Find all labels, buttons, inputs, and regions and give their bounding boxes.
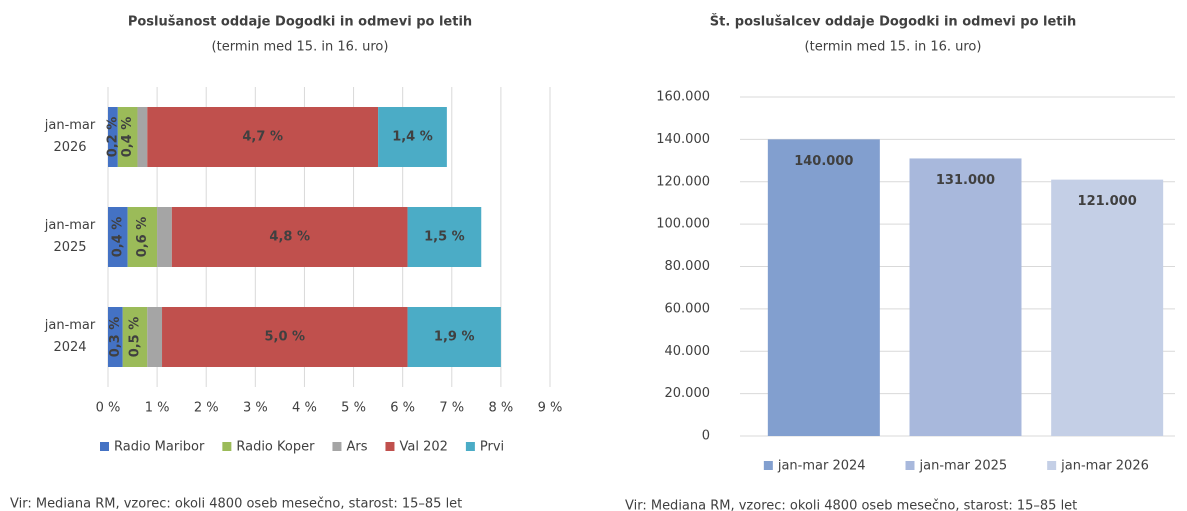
y-tick-label: jan-mar 2024 <box>44 318 96 355</box>
value-label: 1,9 % <box>434 330 475 345</box>
legend-label: jan-mar 2026 <box>1060 459 1149 474</box>
legend-swatch <box>763 461 773 470</box>
value-label: 1,4 % <box>392 130 433 145</box>
value-label: 0,4 % <box>120 117 135 158</box>
bar-segment <box>157 207 172 267</box>
chart-title: Št. poslušalcev oddaje Dogodki in odmevi… <box>710 14 1076 30</box>
x-tick-label: 0 % <box>96 401 121 416</box>
y-tick-label: 120.000 <box>656 174 710 189</box>
legend-swatch <box>905 461 915 470</box>
legend-swatch <box>332 442 342 451</box>
chart-subtitle: (termin med 15. in 16. uro) <box>212 40 389 55</box>
x-tick-label: 1 % <box>145 401 170 416</box>
value-label: 0,4 % <box>110 217 125 258</box>
bar-segment <box>108 307 123 367</box>
y-tick-label: 20.000 <box>665 386 711 401</box>
x-tick-label: 6 % <box>390 401 415 416</box>
chart-title: Poslušanost oddaje Dogodki in odmevi po … <box>128 15 472 30</box>
legend-label: Radio Maribor <box>114 440 205 455</box>
value-label: 131.000 <box>936 173 995 188</box>
bar <box>909 158 1022 436</box>
bar-segment <box>122 307 148 367</box>
bar-segment <box>147 107 379 167</box>
legend-swatch <box>385 442 395 451</box>
value-label: 121.000 <box>1078 194 1137 209</box>
bar-segment <box>108 207 128 267</box>
x-tick-label: 5 % <box>341 401 366 416</box>
value-label: 140.000 <box>794 154 853 169</box>
bar-segment <box>407 207 482 267</box>
source-note: Vir: Mediana RM, vzorec: okoli 4800 oseb… <box>625 499 1077 511</box>
y-tick-label: 40.000 <box>665 344 711 359</box>
bar-segment <box>147 307 163 367</box>
bar <box>1051 179 1164 436</box>
legend-label: jan-mar 2025 <box>919 459 1008 474</box>
y-tick-label: 0 <box>702 429 710 444</box>
y-tick-label: jan-mar 2025 <box>44 218 96 255</box>
legend-label: Radio Koper <box>236 440 315 455</box>
x-tick-label: 9 % <box>538 401 563 416</box>
chart-subtitle: (termin med 15. in 16. uro) <box>805 40 982 55</box>
y-tick-label: 160.000 <box>656 90 710 105</box>
bar-segment <box>117 107 138 167</box>
value-label: 5,0 % <box>265 330 306 345</box>
bar-segment <box>127 207 158 267</box>
y-tick-label: 80.000 <box>665 259 711 274</box>
x-tick-label: 4 % <box>292 401 317 416</box>
legend-label: Ars <box>346 440 367 455</box>
y-tick-label: 140.000 <box>656 132 710 147</box>
legend-swatch <box>222 442 232 451</box>
legend-label: Prvi <box>480 440 504 455</box>
bar-segment <box>171 207 408 267</box>
bar-segment <box>137 107 148 167</box>
bar-segment <box>378 107 447 167</box>
legend-label: Val 202 <box>399 440 447 455</box>
bar-segment <box>108 107 118 167</box>
x-tick-label: 2 % <box>194 401 219 416</box>
value-label: 4,8 % <box>269 230 310 245</box>
value-label: 1,5 % <box>424 230 465 245</box>
x-tick-label: 8 % <box>489 401 514 416</box>
bar <box>767 139 880 436</box>
x-tick-label: 7 % <box>439 401 464 416</box>
value-label: 0,2 % <box>105 117 120 158</box>
y-tick-label: 60.000 <box>665 301 711 316</box>
x-tick-label: 3 % <box>243 401 268 416</box>
source-note: Vir: Mediana RM, vzorec: okoli 4800 oseb… <box>10 497 462 511</box>
legend-swatch <box>1047 461 1057 470</box>
value-label: 0,3 % <box>108 317 123 358</box>
value-label: 4,7 % <box>242 130 283 145</box>
bar-segment <box>407 307 501 367</box>
y-tick-label: jan-mar 2026 <box>44 118 96 155</box>
value-label: 0,5 % <box>128 317 143 358</box>
value-label: 0,6 % <box>135 217 150 258</box>
legend-label: jan-mar 2024 <box>777 459 866 474</box>
legend-swatch <box>465 442 475 451</box>
legend-swatch <box>100 442 109 451</box>
bar-segment <box>162 307 408 367</box>
y-tick-label: 100.000 <box>656 217 710 232</box>
